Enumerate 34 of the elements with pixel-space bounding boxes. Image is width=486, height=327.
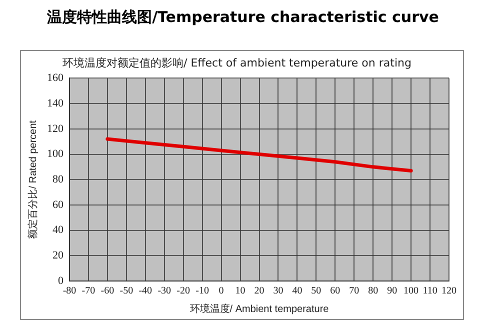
x-tick-label: 30 — [273, 286, 284, 297]
y-axis-title: 额定百分比/ Rated percent — [26, 120, 39, 239]
x-tick-label: 70 — [349, 286, 360, 297]
y-tick-label: 120 — [47, 122, 64, 135]
x-tick-label: -20 — [176, 286, 190, 297]
y-tick-label: 80 — [52, 173, 64, 186]
y-tick-label: 40 — [52, 224, 64, 236]
x-tick-label: -60 — [100, 286, 114, 297]
y-tick-label: 20 — [52, 250, 64, 262]
x-tick-label: 50 — [311, 286, 322, 297]
x-tick-label: -80 — [62, 286, 76, 297]
y-tick-label: 0 — [58, 274, 64, 287]
x-tick-label: 100 — [404, 286, 419, 297]
chart-title: 温度特性曲线图/Temperature characteristic curve — [46, 8, 440, 27]
x-tick-label: 90 — [387, 286, 398, 297]
chart-subtitle: 环境温度对额定值的影响/ Effect of ambient temperature on rating — [62, 56, 412, 70]
x-tick-label: 80 — [368, 286, 378, 297]
x-tick-label: -50 — [120, 286, 134, 297]
x-tick-label: -30 — [158, 286, 172, 297]
x-tick-label: 0 — [218, 286, 224, 297]
y-tick-label: 100 — [47, 148, 64, 160]
y-tick-label: 160 — [47, 72, 64, 84]
x-tick-label: 120 — [442, 286, 456, 297]
x-tick-label: 10 — [235, 286, 246, 297]
y-tick-label: 140 — [47, 97, 64, 110]
x-tick-label: -70 — [82, 286, 96, 297]
x-tick-label: -10 — [196, 286, 209, 297]
x-tick-label: 60 — [330, 286, 340, 297]
y-tick-label: 60 — [52, 198, 64, 211]
x-axis-title: 环境温度/ Ambient temperature — [190, 302, 330, 315]
x-tick-label: -40 — [138, 286, 152, 297]
x-tick-label: 20 — [254, 286, 264, 297]
x-tick-label: 40 — [292, 286, 302, 297]
x-tick-label: 110 — [422, 286, 438, 297]
